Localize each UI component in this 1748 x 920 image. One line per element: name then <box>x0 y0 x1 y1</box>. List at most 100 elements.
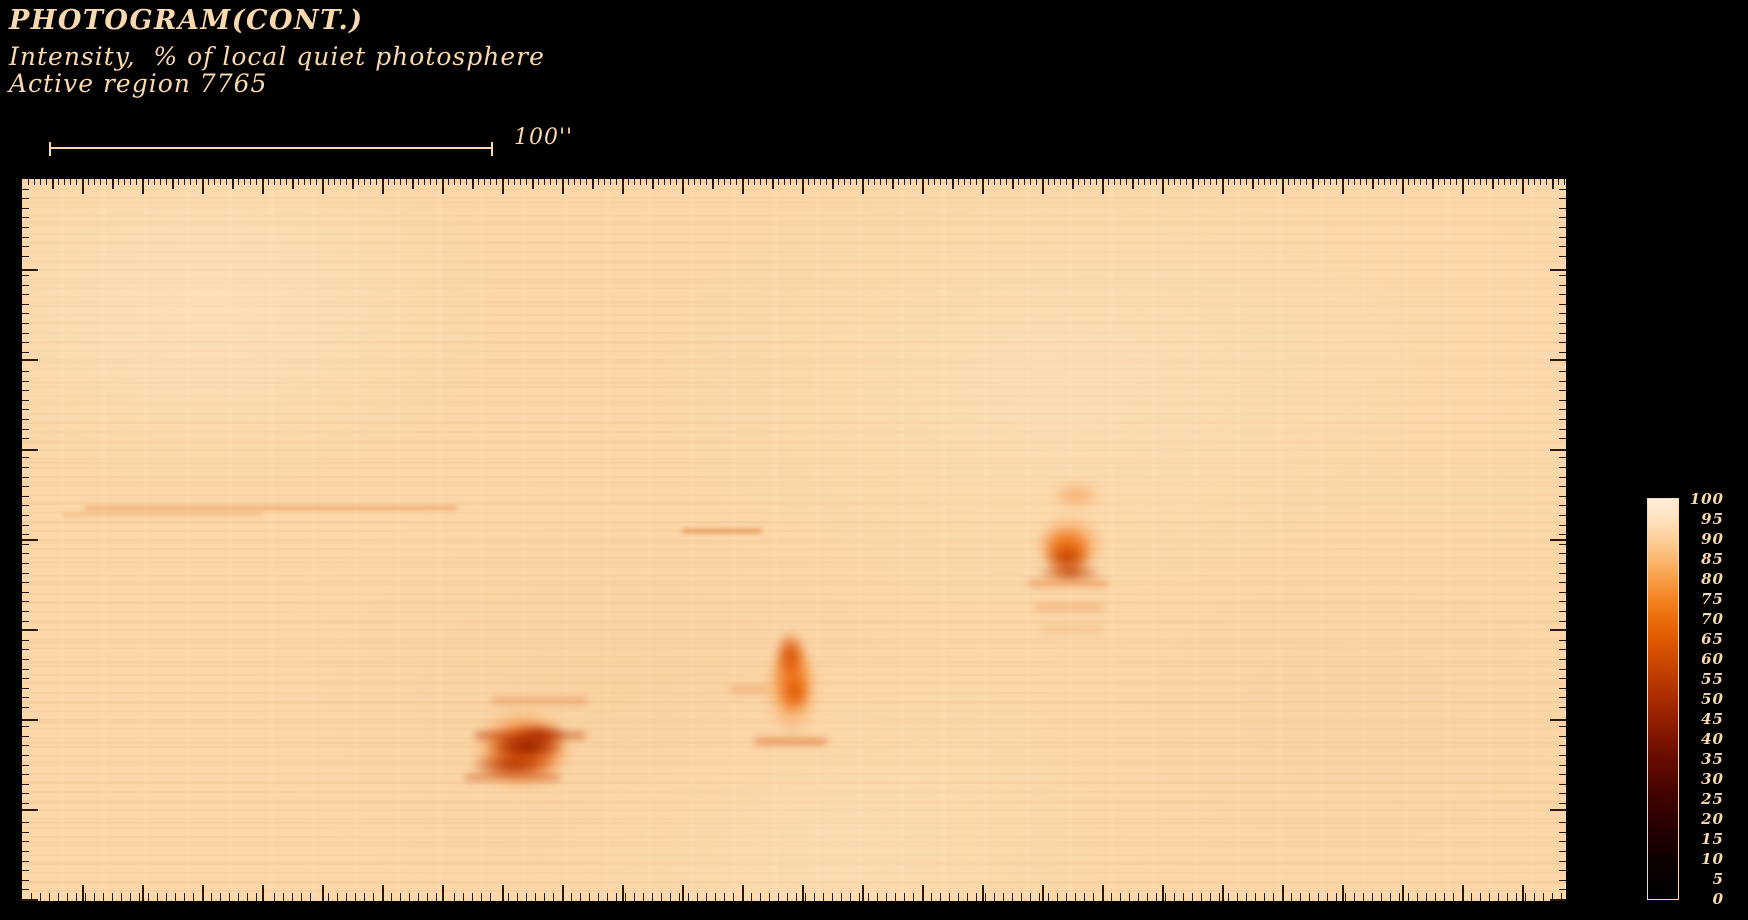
tick-mark <box>1402 885 1404 901</box>
tick-mark <box>262 179 264 194</box>
scanline-streak <box>682 529 762 533</box>
tick-mark <box>391 893 392 901</box>
tick-mark <box>1354 893 1355 901</box>
tick-mark <box>1078 179 1079 185</box>
tick-mark <box>1550 719 1566 721</box>
tick-mark <box>1006 179 1007 185</box>
tick-mark <box>268 179 269 185</box>
tick-mark <box>1102 885 1104 901</box>
tick-mark <box>832 179 834 189</box>
tick-mark <box>625 893 626 901</box>
tick-mark <box>193 893 194 901</box>
tick-mark <box>463 893 464 901</box>
tick-mark <box>232 179 234 189</box>
active-region-label: Active region 7765 <box>9 69 268 98</box>
tick-mark <box>82 885 84 901</box>
tick-mark <box>22 467 29 468</box>
tick-mark <box>1559 496 1566 497</box>
tick-mark <box>22 409 29 410</box>
tick-mark <box>652 893 653 901</box>
tick-mark <box>22 246 29 247</box>
tick-mark <box>892 179 894 189</box>
tick-mark <box>592 179 594 189</box>
tick-mark <box>106 179 107 185</box>
tick-mark <box>1372 893 1373 901</box>
tick-mark <box>382 885 384 901</box>
tick-mark <box>1561 893 1562 901</box>
tick-mark <box>355 893 356 901</box>
tick-mark <box>769 893 770 901</box>
tick-mark <box>1318 893 1319 901</box>
tick-mark <box>838 179 839 185</box>
tick-mark <box>622 885 624 901</box>
tick-mark <box>1162 179 1164 194</box>
tick-mark <box>130 893 131 901</box>
tick-mark <box>1559 697 1566 698</box>
tick-mark <box>1408 893 1409 901</box>
tick-mark <box>1559 755 1566 756</box>
tick-mark <box>301 893 302 901</box>
tick-mark <box>1559 582 1566 583</box>
tick-mark <box>496 179 497 185</box>
tick-mark <box>994 179 995 185</box>
tick-mark <box>172 179 174 189</box>
tick-mark <box>1018 179 1019 185</box>
tick-mark <box>1291 893 1292 901</box>
tick-mark <box>22 381 29 382</box>
tick-mark <box>1559 640 1566 641</box>
tick-mark <box>976 893 977 901</box>
tick-mark <box>1030 179 1031 185</box>
colorbar-tick-label: 5 <box>1712 870 1724 888</box>
tick-mark <box>22 726 29 727</box>
scale-bar-line <box>49 147 493 149</box>
tick-mark <box>1444 179 1445 185</box>
tick-mark <box>286 179 287 185</box>
tick-mark <box>880 179 881 185</box>
tick-mark <box>22 736 29 737</box>
tick-mark <box>832 893 833 901</box>
tick-mark <box>190 179 191 185</box>
tick-mark <box>1559 669 1566 670</box>
tick-mark <box>1384 179 1385 185</box>
tick-mark <box>22 505 29 506</box>
colorbar-tick-label: 10 <box>1701 850 1724 868</box>
tick-mark <box>598 893 599 901</box>
tick-mark <box>430 179 431 185</box>
tick-mark <box>949 893 950 901</box>
tick-mark <box>100 179 101 185</box>
tick-mark <box>1288 179 1289 185</box>
tick-mark <box>370 179 371 185</box>
sunspot-2 <box>729 617 837 762</box>
tick-mark <box>550 179 551 185</box>
tick-mark <box>958 179 959 185</box>
tick-mark <box>424 179 425 185</box>
tick-mark <box>1498 893 1499 901</box>
tick-mark <box>1492 179 1494 189</box>
tick-mark <box>160 179 161 185</box>
page-title: PHOTOGRAM(CONT.) <box>9 5 364 36</box>
tick-mark <box>250 179 251 185</box>
tick-mark <box>526 179 527 185</box>
tick-mark <box>337 893 338 901</box>
tick-mark <box>472 893 473 901</box>
tick-mark <box>1453 893 1454 901</box>
tick-mark <box>178 179 179 185</box>
tick-mark <box>238 179 239 185</box>
colorbar-tick-label: 100 <box>1689 490 1724 508</box>
tick-mark <box>1438 179 1439 185</box>
tick-mark <box>1120 179 1121 185</box>
tick-mark <box>994 893 995 901</box>
tick-mark <box>1276 179 1277 185</box>
tick-mark <box>688 893 689 901</box>
tick-mark <box>22 208 29 209</box>
tick-mark <box>334 179 335 185</box>
tick-mark <box>22 640 29 641</box>
tick-mark <box>1525 893 1526 901</box>
scale-bar-right-cap <box>491 142 493 156</box>
tick-mark <box>670 893 671 901</box>
tick-mark <box>841 893 842 901</box>
colorbar-tick-label: 95 <box>1701 510 1724 528</box>
tick-mark <box>1462 179 1464 194</box>
tick-mark <box>1559 457 1566 458</box>
